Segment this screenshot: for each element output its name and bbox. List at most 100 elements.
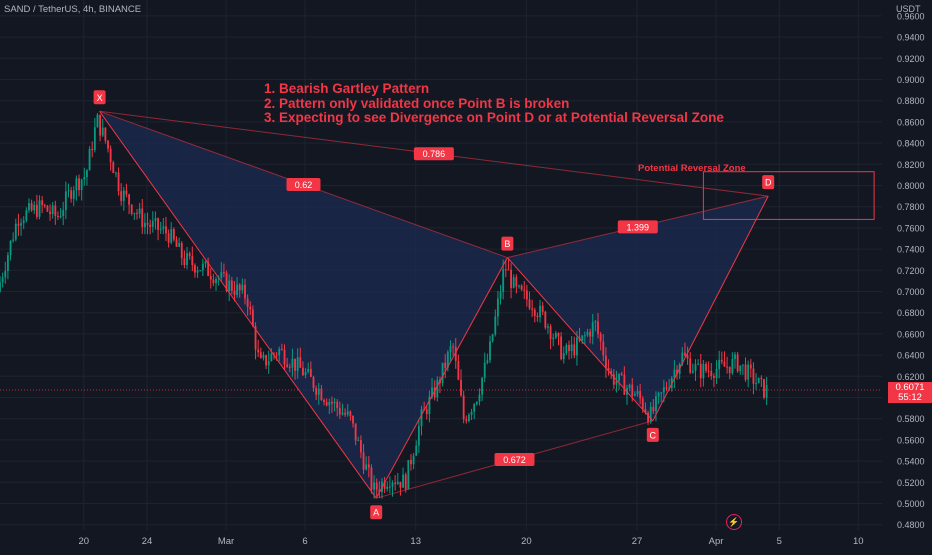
reversal-zone-box (702, 171, 875, 220)
candle-body (436, 379, 439, 398)
candle-body (338, 408, 341, 415)
candle-body (346, 411, 349, 415)
y-tick-label: 0.8600 (897, 117, 925, 127)
leg-bc (507, 257, 654, 422)
candle-body (215, 278, 217, 284)
candle-body (618, 373, 621, 381)
y-tick-label: 0.6200 (897, 372, 925, 382)
candle-body (375, 482, 378, 490)
candle-body (583, 335, 586, 337)
candle-body (25, 210, 28, 221)
candle-body (80, 179, 83, 191)
candle-body (449, 346, 452, 353)
candle-body (739, 365, 742, 372)
ratio-label-box (286, 177, 321, 191)
candle-body (433, 387, 436, 398)
y-tick-label: 0.4800 (897, 520, 925, 530)
candle-body (191, 255, 194, 266)
candle-body (249, 306, 252, 310)
candle-body (4, 271, 7, 278)
candle-body (51, 205, 54, 215)
y-tick-label: 0.9400 (897, 33, 925, 43)
candle-body (705, 364, 707, 371)
candle-body (349, 411, 352, 416)
candle-body (275, 354, 278, 356)
candle-body (320, 388, 323, 401)
candle-body (104, 127, 107, 141)
pattern-triangle-xab (99, 111, 508, 499)
candle-body (765, 384, 768, 398)
candle-body (454, 346, 457, 361)
y-tick-label: 0.7600 (897, 223, 925, 233)
candle-body (441, 362, 444, 384)
candle-body (35, 204, 38, 217)
candle-body (46, 205, 49, 212)
candle-body (344, 412, 347, 415)
candle-body (481, 377, 484, 395)
candle-body (386, 486, 389, 489)
candle-body (341, 412, 344, 415)
candle-body (491, 334, 494, 342)
candle-body (655, 396, 657, 412)
candle-body (244, 284, 246, 299)
candle-body (28, 203, 30, 211)
y-tick-label: 0.6400 (897, 351, 925, 361)
candle-body (49, 211, 51, 215)
candle-body (362, 452, 365, 470)
x-tick-label: Mar (218, 536, 234, 547)
candle-body (457, 360, 460, 380)
candle-body (747, 364, 750, 380)
candle-body (707, 370, 710, 372)
candle-body (204, 261, 207, 264)
candle-body (417, 425, 420, 446)
candle-body (75, 178, 78, 191)
candle-body (336, 401, 339, 409)
y-tick-label: 0.8400 (897, 139, 925, 149)
candle-body (78, 178, 80, 191)
candle-body (194, 265, 196, 273)
candle-body (620, 373, 623, 375)
candle-body (573, 344, 576, 356)
candle-body (518, 285, 520, 287)
candle-body (141, 208, 144, 228)
candle-body (660, 392, 663, 394)
candle-body (207, 261, 210, 276)
candle-body (394, 482, 397, 484)
candle-body (165, 226, 167, 234)
candle-body (186, 253, 188, 266)
candle-body (399, 481, 402, 488)
candle-body (30, 203, 33, 211)
candle-body (283, 349, 286, 365)
candle-body (370, 467, 373, 490)
lightning-bolt-icon[interactable]: ⚡ (726, 514, 742, 530)
candle-body (402, 474, 404, 488)
note-line: 3. Expecting to see Divergence on Point … (264, 110, 724, 125)
candle-body (151, 220, 154, 227)
candle-body (425, 409, 428, 415)
leg-xa (99, 111, 377, 499)
candle-body (307, 368, 310, 373)
candle-body (357, 440, 360, 442)
x-tick-label: 13 (410, 536, 421, 547)
candle-body (225, 272, 228, 291)
candle-body (267, 361, 270, 366)
candle-body (378, 489, 381, 493)
candle-body (175, 239, 178, 247)
candle-body (536, 315, 539, 318)
candle-body (138, 208, 141, 214)
candle-body (196, 270, 199, 273)
y-tick-label: 0.5400 (897, 457, 925, 467)
candle-body (365, 464, 368, 470)
candle-body (388, 486, 391, 488)
candle-body (652, 406, 655, 412)
symbol-title: SAND / TetherUS, 4h, BINANCE (4, 4, 142, 15)
candle-body (494, 316, 497, 335)
pattern-point-label: D (765, 178, 772, 188)
current-price-value: 0.6071 (895, 382, 925, 393)
candle-body (552, 337, 555, 340)
candle-body (209, 275, 212, 280)
candle-body (396, 481, 399, 484)
candle-body (117, 172, 120, 192)
